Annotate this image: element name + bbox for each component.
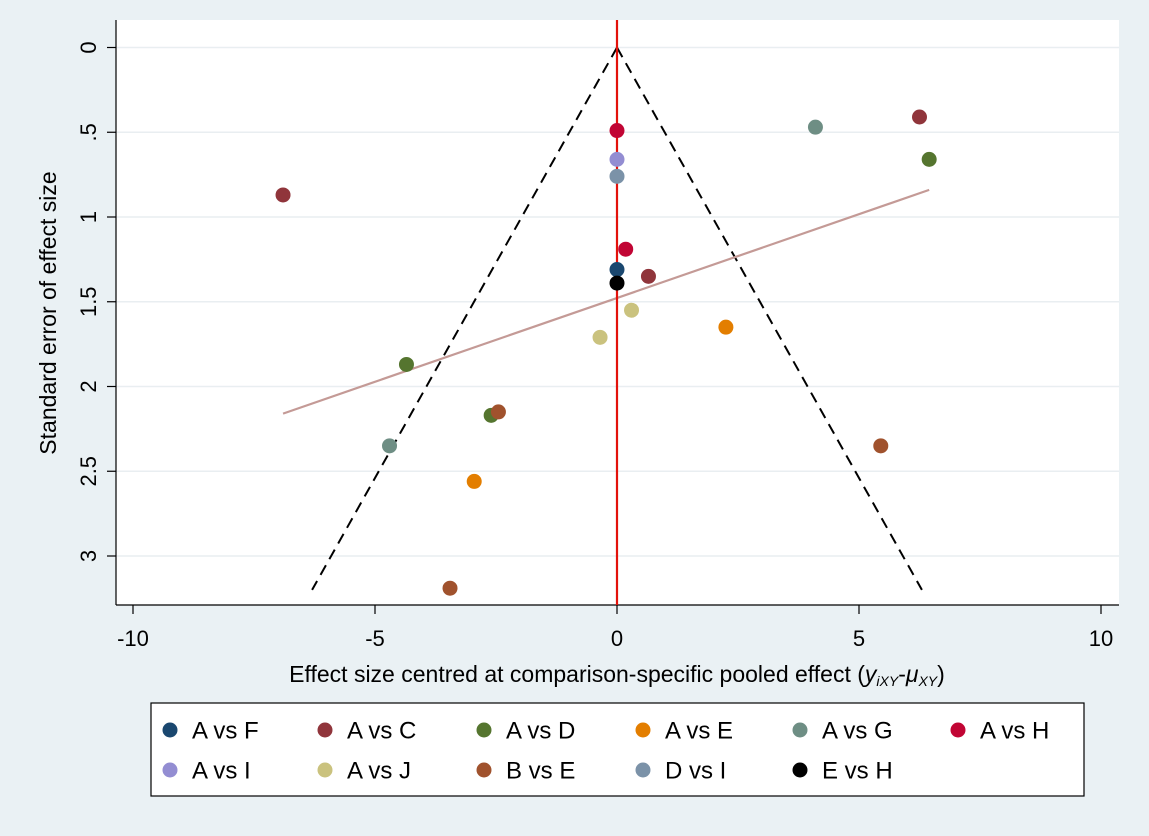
funnel-left-line bbox=[311, 47, 618, 591]
point-a-vs-j bbox=[592, 329, 608, 345]
x-ticks: -10 -5 0 5 10 bbox=[117, 605, 1113, 651]
point-a-vs-f bbox=[609, 262, 625, 278]
point-a-vs-c bbox=[275, 187, 291, 203]
legend-marker-a-vs-j bbox=[317, 762, 333, 778]
legend: A vs F A vs C A vs D A vs E A vs G A vs H A vs… bbox=[162, 718, 1049, 785]
point-a-vs-g bbox=[382, 438, 398, 454]
x-tick-label: 0 bbox=[611, 626, 623, 651]
point-a-vs-h bbox=[609, 123, 625, 139]
legend-label-a-vs-d: A vs D bbox=[506, 718, 575, 745]
point-d-vs-i bbox=[609, 168, 625, 184]
legend-label-a-vs-i: A vs I bbox=[192, 758, 251, 785]
regression-line bbox=[282, 188, 930, 415]
legend-marker-e-vs-h bbox=[792, 762, 808, 778]
y-tick-label: 0 bbox=[76, 41, 101, 53]
legend-marker-a-vs-f bbox=[162, 722, 178, 738]
legend-label-a-vs-g: A vs G bbox=[822, 718, 893, 745]
y-tick-label: .5 bbox=[76, 123, 101, 141]
y-ticks: 0 .5 1 1.5 2 2.5 3 bbox=[76, 41, 116, 562]
legend-label-e-vs-h: E vs H bbox=[822, 758, 893, 785]
y-tick-label: 1.5 bbox=[76, 286, 101, 317]
point-a-vs-e bbox=[466, 473, 482, 489]
point-a-vs-d bbox=[398, 356, 414, 372]
legend-label-d-vs-i: D vs I bbox=[665, 758, 726, 785]
point-b-vs-e bbox=[442, 580, 458, 596]
x-tick-label: 10 bbox=[1089, 626, 1113, 651]
legend-marker-a-vs-i bbox=[162, 762, 178, 778]
point-e-vs-h bbox=[609, 275, 625, 291]
legend-box bbox=[150, 702, 1085, 797]
x-axis-title: Effect size centred at comparison-specif… bbox=[289, 661, 945, 689]
legend-marker-a-vs-d bbox=[476, 722, 492, 738]
point-a-vs-h bbox=[618, 241, 634, 257]
legend-marker-a-vs-e bbox=[635, 722, 651, 738]
legend-label-a-vs-e: A vs E bbox=[665, 718, 733, 745]
legend-label-a-vs-h: A vs H bbox=[980, 718, 1049, 745]
funnel-lines bbox=[311, 47, 923, 591]
point-a-vs-j bbox=[624, 302, 640, 318]
legend-marker-d-vs-i bbox=[635, 762, 651, 778]
y-tick-label: 2.5 bbox=[76, 456, 101, 487]
legend-label-b-vs-e: B vs E bbox=[506, 758, 575, 785]
y-axis-title: Standard error of effect size bbox=[35, 171, 61, 454]
legend-label-a-vs-j: A vs J bbox=[347, 758, 411, 785]
y-tick-label: 2 bbox=[76, 380, 101, 392]
x-tick-label: -10 bbox=[117, 626, 149, 651]
legend-marker-a-vs-h bbox=[950, 722, 966, 738]
point-a-vs-e bbox=[718, 319, 734, 335]
legend-label-a-vs-c: A vs C bbox=[347, 718, 416, 745]
y-tick-label: 1 bbox=[76, 211, 101, 223]
point-b-vs-e bbox=[490, 404, 506, 420]
legend-marker-a-vs-g bbox=[792, 722, 808, 738]
y-tick-label: 3 bbox=[76, 550, 101, 562]
point-a-vs-d bbox=[921, 151, 937, 167]
legend-marker-b-vs-e bbox=[476, 762, 492, 778]
point-a-vs-c bbox=[912, 109, 927, 125]
legend-label-a-vs-f: A vs F bbox=[192, 718, 259, 745]
point-a-vs-g bbox=[807, 119, 823, 135]
point-b-vs-e bbox=[873, 438, 889, 454]
funnel-right-line bbox=[616, 47, 923, 591]
legend-marker-a-vs-c bbox=[317, 722, 333, 738]
x-tick-label: 5 bbox=[853, 626, 865, 651]
point-a-vs-c bbox=[640, 268, 656, 284]
point-a-vs-i bbox=[609, 151, 625, 167]
data-points bbox=[275, 109, 937, 596]
x-tick-label: -5 bbox=[365, 626, 385, 651]
